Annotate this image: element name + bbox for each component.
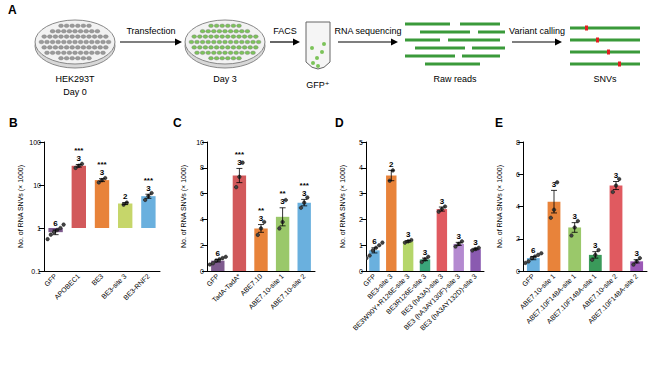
svg-text:3: 3 [100,168,105,177]
svg-text:GFP⁺: GFP⁺ [306,80,330,90]
svg-text:Day 0: Day 0 [63,87,87,97]
svg-text:SNVs: SNVs [593,74,617,84]
svg-text:FACS: FACS [273,26,297,36]
svg-text:ABE7.10-site 1: ABE7.10-site 1 [519,272,557,310]
svg-text:6: 6 [53,219,58,228]
svg-text:GFP: GFP [521,272,536,287]
svg-text:6: 6 [531,246,536,255]
svg-text:BE3 (hA3A)-site 3: BE3 (hA3A)-site 3 [399,272,445,317]
svg-text:3: 3 [456,232,461,241]
svg-text:B: B [9,116,18,130]
svg-text:3: 3 [280,197,285,206]
svg-text:2: 2 [516,235,520,242]
svg-text:10: 10 [196,139,204,146]
svg-text:GFP: GFP [205,272,220,287]
svg-text:0.1: 0.1 [31,268,41,275]
svg-text:2: 2 [123,192,128,201]
svg-text:BE3: BE3 [90,272,104,286]
svg-text:ABE7.10F148A-site 1: ABE7.10F148A-site 1 [524,272,578,325]
svg-text:0: 0 [200,268,204,275]
svg-text:ABE7.10-site 2: ABE7.10-site 2 [269,272,307,310]
svg-text:4: 4 [359,164,363,171]
svg-text:BE3R126E-site 3: BE3R126E-site 3 [384,272,428,316]
svg-text:6: 6 [200,190,204,197]
svg-text:1: 1 [359,242,363,249]
svg-text:3: 3 [634,249,639,258]
svg-text:No. of RNA SNVs (× 1000): No. of RNA SNVs (× 1000) [17,165,25,248]
svg-text:6: 6 [216,249,221,258]
svg-text:E: E [495,116,503,130]
svg-text:Day 3: Day 3 [213,74,237,84]
svg-text:Raw reads: Raw reads [433,74,477,84]
svg-text:Variant calling: Variant calling [509,26,565,36]
svg-text:4: 4 [200,216,204,223]
svg-text:3: 3 [473,238,478,247]
svg-text:3: 3 [593,241,598,250]
svg-text:4: 4 [516,203,520,210]
svg-text:D: D [335,116,344,130]
svg-text:ABE7.10-site 2: ABE7.10-site 2 [581,272,619,310]
svg-text:0: 0 [359,268,363,275]
svg-text:5: 5 [359,139,363,146]
svg-text:3: 3 [259,214,264,223]
svg-text:BE3-RNF2: BE3-RNF2 [122,272,151,301]
svg-text:3: 3 [552,180,557,189]
svg-text:3: 3 [302,189,307,198]
svg-text:No. of RNA SNVs (× 1000): No. of RNA SNVs (× 1000) [339,165,347,248]
svg-text:3: 3 [77,154,82,163]
svg-text:6: 6 [372,237,377,246]
svg-text:BE3-site 3: BE3-site 3 [99,272,128,301]
svg-text:2: 2 [359,216,363,223]
svg-text:100: 100 [29,139,41,146]
svg-text:2: 2 [200,242,204,249]
svg-text:8: 8 [516,139,520,146]
svg-text:1: 1 [37,225,41,232]
svg-text:2: 2 [389,160,394,169]
svg-text:BE3-site 3: BE3-site 3 [366,272,394,301]
svg-text:3: 3 [440,197,445,206]
svg-text:ABE7.10-site 1: ABE7.10-site 1 [247,272,285,310]
svg-text:RNA sequencing: RNA sequencing [334,26,401,36]
svg-text:ABE7.10F148A-site 2: ABE7.10F148A-site 2 [587,272,640,325]
svg-text:Transfection: Transfection [126,26,175,36]
svg-text:No. of RNA SNVs (× 1000): No. of RNA SNVs (× 1000) [180,165,188,248]
svg-text:8: 8 [200,164,204,171]
svg-text:GFP: GFP [43,272,58,287]
svg-text:No. of RNA SNVs (× 1000): No. of RNA SNVs (× 1000) [496,165,504,248]
svg-text:HEK293T: HEK293T [55,74,95,84]
svg-text:APOBEC1: APOBEC1 [53,272,81,300]
svg-text:10: 10 [33,182,41,189]
svg-text:3: 3 [423,248,428,257]
svg-text:3: 3 [146,184,151,193]
svg-text:GFP: GFP [361,272,377,288]
svg-text:BE3W90Y+R126E-site 3: BE3W90Y+R126E-site 3 [351,272,411,332]
svg-text:3: 3 [572,212,577,221]
svg-text:C: C [173,116,182,130]
svg-text:3: 3 [406,230,411,239]
svg-text:3: 3 [237,158,242,167]
svg-text:A: A [8,3,17,17]
svg-text:0: 0 [516,268,520,275]
svg-text:6: 6 [516,171,520,178]
svg-text:3: 3 [614,171,619,180]
svg-text:BE3 (hA3AY130F)-site 3: BE3 (hA3AY130F)-site 3 [402,272,462,332]
svg-text:3: 3 [359,190,363,197]
svg-text:BE3 (hA3AY132D)-site 3: BE3 (hA3AY132D)-site 3 [419,272,479,332]
svg-text:TadA-TadA*: TadA-TadA* [211,272,242,303]
